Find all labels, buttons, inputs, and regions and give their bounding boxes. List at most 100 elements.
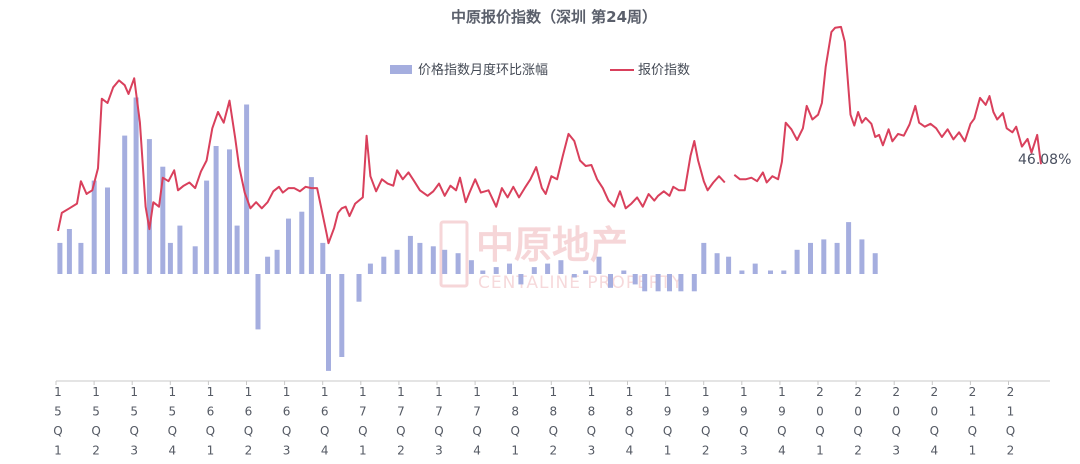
bar-23 <box>320 242 326 274</box>
x-tick-label-20-0: 2 <box>816 385 824 399</box>
x-tick-label-24-3: 1 <box>969 444 977 458</box>
bar-43 <box>571 274 577 278</box>
bar-48 <box>632 274 638 285</box>
x-tick-label-7-0: 1 <box>321 385 329 399</box>
bar-52 <box>678 274 684 292</box>
bar-40 <box>531 267 537 274</box>
bar-67 <box>872 253 878 274</box>
bar-14 <box>227 149 232 274</box>
x-tick-label-0-0: 1 <box>54 385 62 399</box>
legend-bar-swatch <box>390 65 412 74</box>
x-tick-label-3-3: 4 <box>168 444 176 458</box>
x-tick-label-2-2: Q <box>129 424 138 438</box>
x-axis: 1 5 Q 1 1 5 Q 2 1 5 Q 3 1 5 Q 4 1 6 Q 1 1 6 Q 2 1 6 Q 3 1 6 Q 4 1 7 Q 1 1 7 Q 2… <box>53 380 1050 458</box>
bar-19 <box>274 249 280 274</box>
x-tick-label-6-0: 1 <box>283 385 291 399</box>
x-tick-label-11-2: Q <box>472 424 481 438</box>
x-tick-label-18-2: Q <box>739 424 748 438</box>
bar-46 <box>608 274 613 288</box>
bar-37 <box>493 267 499 274</box>
x-tick-label-17-3: 2 <box>702 444 710 458</box>
x-tick-label-10-2: Q <box>434 424 443 438</box>
x-tick-label-6-1: 6 <box>283 405 291 419</box>
x-tick-label-18-3: 3 <box>740 444 748 458</box>
bar-61 <box>794 249 800 274</box>
x-tick-label-5-1: 6 <box>245 405 253 419</box>
x-tick-label-24-0: 2 <box>969 385 977 399</box>
bar-49 <box>642 274 648 292</box>
bar-20 <box>286 218 291 274</box>
bar-57 <box>739 270 745 274</box>
x-tick-label-15-3: 4 <box>626 444 634 458</box>
x-tick-label-13-3: 2 <box>549 444 557 458</box>
x-tick-label-25-0: 2 <box>1007 385 1015 399</box>
bar-38 <box>507 263 512 274</box>
bar-27 <box>367 263 373 274</box>
x-tick-label-12-0: 1 <box>511 385 519 399</box>
x-tick-label-21-0: 2 <box>854 385 862 399</box>
x-tick-label-4-2: Q <box>206 424 215 438</box>
x-tick-label-20-3: 1 <box>816 444 824 458</box>
bar-36 <box>480 270 486 274</box>
bar-35 <box>468 260 474 274</box>
bar-8 <box>160 166 166 274</box>
x-tick-label-4-0: 1 <box>207 385 215 399</box>
x-tick-label-22-1: 0 <box>892 405 900 419</box>
bar-0 <box>57 242 63 274</box>
x-tick-label-17-1: 9 <box>702 405 710 419</box>
bar-3 <box>91 180 97 274</box>
end-value-label: 46.08% <box>1018 152 1071 168</box>
x-tick-label-7-3: 4 <box>321 444 329 458</box>
x-tick-label-5-0: 1 <box>245 385 253 399</box>
bar-66 <box>859 239 865 274</box>
bar-39 <box>518 274 524 285</box>
x-tick-label-22-0: 2 <box>892 385 900 399</box>
index-line-segment-1 <box>733 25 1042 184</box>
chart-title: 中原报价指数（深圳 第24周） <box>451 8 657 26</box>
x-tick-label-10-3: 3 <box>435 444 443 458</box>
x-tick-label-19-0: 1 <box>778 385 786 399</box>
x-tick-label-21-2: Q <box>853 424 862 438</box>
x-tick-label-11-1: 7 <box>473 405 481 419</box>
bar-6 <box>133 97 139 274</box>
bar-26 <box>356 274 362 302</box>
x-tick-label-23-1: 0 <box>930 405 938 419</box>
bar-28 <box>381 256 387 274</box>
x-tick-label-14-1: 8 <box>588 405 596 419</box>
x-tick-label-1-0: 1 <box>92 385 100 399</box>
x-tick-label-18-0: 1 <box>740 385 748 399</box>
bar-47 <box>621 270 627 274</box>
bar-65 <box>846 222 852 274</box>
x-tick-label-6-2: Q <box>282 424 291 438</box>
x-tick-label-25-3: 2 <box>1007 444 1015 458</box>
x-tick-label-21-1: 0 <box>854 405 862 419</box>
bar-60 <box>781 270 787 274</box>
bar-58 <box>752 263 758 274</box>
x-tick-label-8-1: 7 <box>359 405 367 419</box>
x-tick-label-23-0: 2 <box>930 385 938 399</box>
x-tick-label-16-1: 9 <box>664 405 672 419</box>
x-tick-label-1-1: 5 <box>92 405 100 419</box>
x-tick-label-9-2: Q <box>396 424 405 438</box>
line-layer <box>57 25 1042 245</box>
x-tick-label-7-1: 6 <box>321 405 329 419</box>
x-tick-label-8-0: 1 <box>359 385 367 399</box>
bar-10 <box>177 225 183 274</box>
x-tick-label-3-2: Q <box>168 424 177 438</box>
index-line-segment-0 <box>57 77 726 245</box>
x-tick-label-19-2: Q <box>777 424 786 438</box>
x-tick-label-24-1: 1 <box>969 405 977 419</box>
x-tick-label-22-3: 3 <box>892 444 900 458</box>
x-tick-label-10-1: 7 <box>435 405 443 419</box>
x-tick-label-2-3: 3 <box>130 444 138 458</box>
x-tick-label-2-1: 5 <box>130 405 138 419</box>
x-tick-label-9-0: 1 <box>397 385 405 399</box>
x-tick-label-14-3: 3 <box>588 444 596 458</box>
watermark-en: CENTALINE PROPERTY <box>478 273 683 293</box>
x-tick-label-23-2: Q <box>930 424 939 438</box>
x-tick-label-3-0: 1 <box>168 385 176 399</box>
x-tick-label-25-2: Q <box>1006 424 1015 438</box>
x-tick-label-1-3: 2 <box>92 444 100 458</box>
bar-51 <box>667 274 672 292</box>
